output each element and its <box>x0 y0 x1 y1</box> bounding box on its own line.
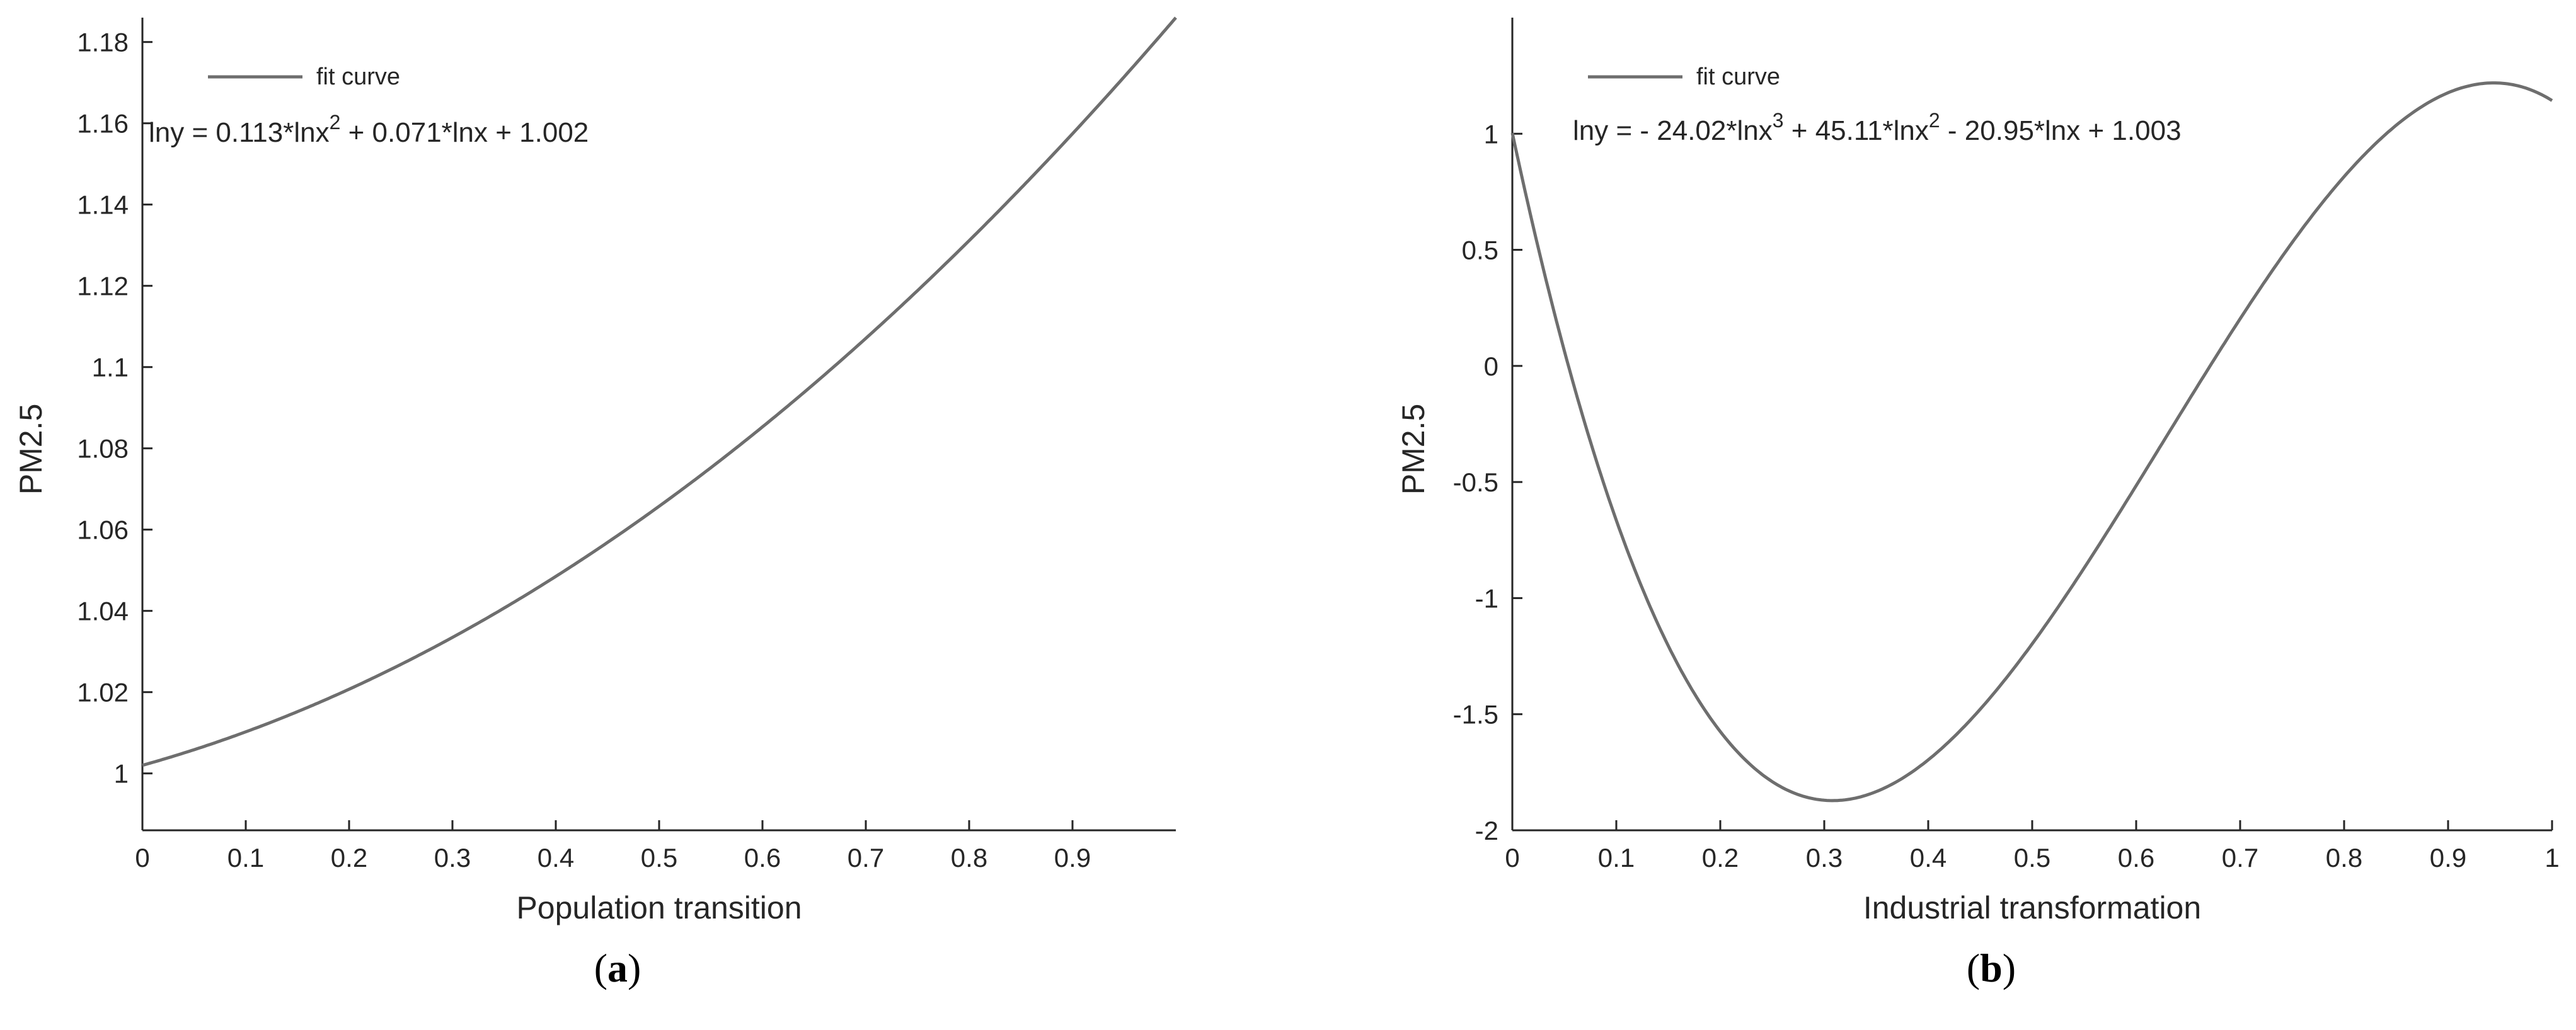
x-tick-label: 0.4 <box>1910 843 1946 873</box>
y-tick-label: 1.04 <box>77 597 129 626</box>
y-tick-label: 1.02 <box>77 678 129 707</box>
y-tick-label: 1.08 <box>77 434 129 464</box>
panel-letter-b: b <box>1980 946 2003 990</box>
y-tick-label: -0.5 <box>1453 467 1498 497</box>
x-axis-label: Industrial transformation <box>1863 890 2201 925</box>
equation-annotation: lny = 0.113*lnx2 + 0.071*lnx + 1.002 <box>149 111 589 148</box>
x-tick-label: 0.7 <box>848 843 884 873</box>
panel-label-b: (b) <box>1966 946 2016 990</box>
y-tick-label: -1.5 <box>1453 700 1498 730</box>
y-tick-label: 0.5 <box>1462 236 1498 265</box>
x-tick-label: 0.1 <box>1598 843 1635 873</box>
x-tick-label: 0 <box>1505 843 1519 873</box>
x-tick-label: 0.5 <box>641 843 677 873</box>
x-tick-label: 0.2 <box>1702 843 1739 873</box>
y-tick-label: 1.12 <box>77 272 129 301</box>
y-tick-label: 1 <box>1484 119 1498 149</box>
y-tick-label: 1.1 <box>92 353 129 382</box>
x-tick-label: 0.3 <box>434 843 471 873</box>
series-line-fit-curve <box>1510 81 2553 803</box>
y-tick-label: 1.14 <box>77 190 129 220</box>
chart-panel-b: 0 0.1 0.2 0.3 0.4 0.5 0.6 0.7 0.8 0.9 1 -2 -1.5 -1 -0.… <box>1396 18 2560 925</box>
chart-panel-a: 0 0.1 0.2 0.3 0.4 0.5 0.6 0.7 0.8 0.9 1 1.02 1.04 1.0… <box>13 16 1177 925</box>
panel-letter-a: a <box>607 946 628 990</box>
y-tick-label: 1.16 <box>77 109 129 139</box>
x-tick-label: 0.8 <box>951 843 987 873</box>
x-tick-label: 0.6 <box>2118 843 2154 873</box>
x-tick-label: 0.7 <box>2222 843 2258 873</box>
equation-annotation: lny = - 24.02*lnx3 + 45.11*lnx2 - 20.95*… <box>1573 109 2182 146</box>
legend-label: fit curve <box>316 64 400 90</box>
y-tick-label: 1.06 <box>77 515 129 545</box>
y-tick-label: 1 <box>114 759 129 789</box>
y-axis-label: PM2.5 <box>1396 404 1431 495</box>
x-axis-label: Population transition <box>516 890 802 925</box>
x-tick-label: 0.9 <box>1054 843 1091 873</box>
x-tick-label: 0.2 <box>331 843 367 873</box>
x-tick-label: 0.6 <box>744 843 781 873</box>
y-tick-label: 1.18 <box>77 28 129 57</box>
x-tick-label: 0.4 <box>538 843 574 873</box>
panel-label-a: (a) <box>594 946 641 990</box>
x-tick-label: 0 <box>135 843 149 873</box>
legend-label: fit curve <box>1696 64 1780 90</box>
x-tick-label: 0.3 <box>1806 843 1843 873</box>
x-tick-label: 0.1 <box>227 843 264 873</box>
series-line-fit-curve <box>142 16 1177 767</box>
y-tick-label: -2 <box>1475 816 1498 845</box>
y-tick-label: 0 <box>1484 352 1498 381</box>
x-tick-label: 0.8 <box>2326 843 2362 873</box>
x-tick-label: 1 <box>2544 843 2559 873</box>
x-tick-label: 0.5 <box>2014 843 2050 873</box>
y-axis-label: PM2.5 <box>13 404 49 495</box>
x-tick-label: 0.9 <box>2430 843 2466 873</box>
y-tick-label: -1 <box>1475 583 1498 613</box>
